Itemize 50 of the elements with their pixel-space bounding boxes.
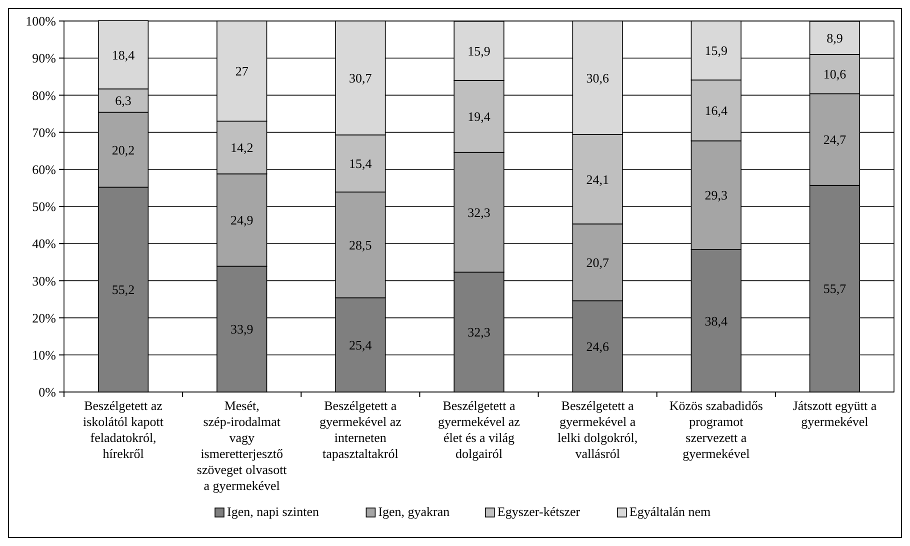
data-label: 14,2 xyxy=(230,140,254,156)
data-label: 20,7 xyxy=(586,254,610,270)
y-tick-label: 60% xyxy=(32,162,56,177)
legend-label: Igen, napi szinten xyxy=(227,504,320,519)
legend-label: Egyáltalán nem xyxy=(629,504,711,519)
x-tick-label: Beszélgetett a gyermekével az élet és a világ dolgairól xyxy=(438,398,520,461)
y-tick-label: 30% xyxy=(32,273,56,288)
data-label: 19,4 xyxy=(468,108,491,124)
data-label: 6,3 xyxy=(115,93,132,108)
data-label: 27 xyxy=(235,64,249,79)
data-label: 24,6 xyxy=(586,338,610,354)
x-tick-label: Közös szabadidős programot szervezett a gyermekével xyxy=(669,398,763,461)
data-label: 24,7 xyxy=(823,132,847,148)
data-label: 20,2 xyxy=(112,142,135,158)
x-tick-label: Beszélgetett a gyermekével az interneten tapasztaltakról xyxy=(319,398,402,461)
y-tick-label: 70% xyxy=(32,124,56,140)
legend-label: Igen, gyakran xyxy=(378,504,450,519)
data-label: 32,3 xyxy=(468,324,490,340)
data-label: 24,9 xyxy=(230,212,254,228)
data-label: 30,7 xyxy=(349,70,372,86)
y-tick-label: 0% xyxy=(38,384,56,400)
y-tick-label: 80% xyxy=(32,88,56,103)
y-tick-label: 20% xyxy=(32,310,56,326)
y-tick-label: 10% xyxy=(32,347,56,362)
data-label: 10,6 xyxy=(823,66,847,82)
data-label: 55,2 xyxy=(112,282,135,298)
data-label: 8,9 xyxy=(826,30,843,46)
data-label: 55,7 xyxy=(823,281,847,296)
data-label: 25,4 xyxy=(349,337,372,352)
y-tick-label: 90% xyxy=(32,50,56,66)
data-label: 38,4 xyxy=(704,313,728,328)
y-tick-label: 50% xyxy=(32,199,56,214)
data-label: 18,4 xyxy=(112,47,136,62)
x-tick-label: Mesét, szép-irodalmat vagy ismeretterjesztő szöveget olvasott a gyermekével xyxy=(196,398,288,493)
x-tick-label: Beszélgetett az iskolától kapott feladatokról, hírekről xyxy=(83,398,164,461)
legend-label: Egyszer-kétszer xyxy=(497,504,581,519)
data-label: 29,3 xyxy=(704,188,728,203)
data-label: 28,5 xyxy=(349,237,372,252)
data-label: 30,6 xyxy=(586,70,610,86)
data-label: 15,9 xyxy=(468,43,490,58)
data-label: 15,4 xyxy=(349,156,372,172)
x-tick-label: Beszélgetett a gyermekével a lelki dolgokról, vallásról xyxy=(557,398,638,461)
y-tick-label: 100% xyxy=(26,14,56,29)
data-label: 33,9 xyxy=(230,322,254,337)
data-label: 24,1 xyxy=(586,172,609,187)
x-tick-label: Játszott együtt a gyermekével xyxy=(792,398,877,429)
data-label: 16,4 xyxy=(704,102,728,118)
y-tick-label: 40% xyxy=(32,236,56,252)
data-label: 15,9 xyxy=(704,43,728,58)
data-label: 32,3 xyxy=(468,204,490,220)
